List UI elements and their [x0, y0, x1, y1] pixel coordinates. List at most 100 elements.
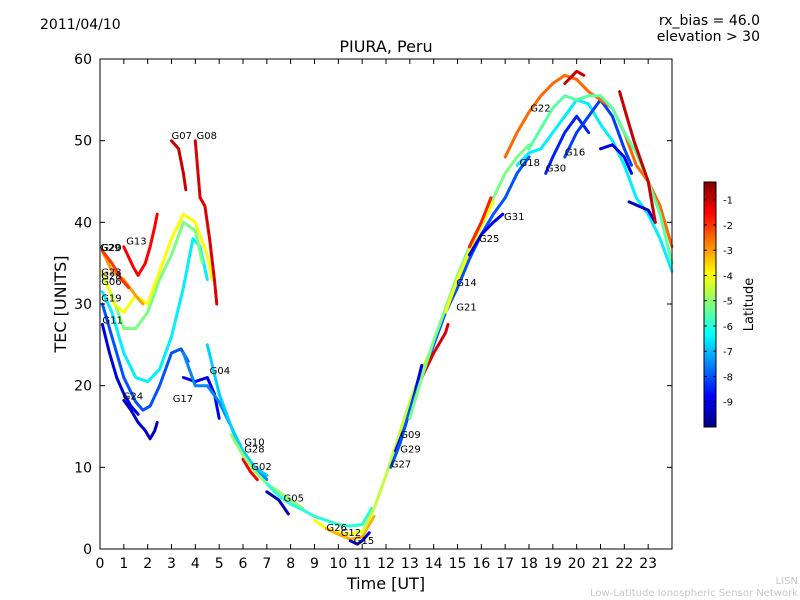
series-g22c — [527, 94, 674, 265]
x-tick-label: 22 — [615, 556, 633, 572]
x-tick-label: 2 — [143, 556, 152, 572]
series-g06 — [100, 237, 209, 384]
x-tick-label: 10 — [329, 556, 347, 572]
y-axis-label: TEC [UNITS] — [51, 256, 70, 354]
colorbar-tick-label: -8 — [723, 372, 733, 383]
satellite-label: G19 — [101, 294, 121, 305]
series-g10 — [205, 343, 269, 477]
series-g13 — [122, 212, 159, 277]
x-tick-label: 18 — [520, 556, 538, 572]
series-g31 — [467, 212, 505, 257]
colorbar-tick-label: -2 — [723, 221, 733, 232]
x-tick-label: 20 — [568, 556, 586, 572]
y-tick-label: 50 — [74, 134, 92, 150]
series-g18 — [515, 98, 674, 273]
satellite-label: G22 — [530, 103, 550, 114]
date-label: 2011/04/10 — [40, 17, 121, 33]
x-tick-label: 17 — [496, 556, 514, 572]
series-g24 — [122, 398, 159, 441]
y-tick-label: 60 — [74, 52, 92, 68]
x-tick-label: 12 — [377, 556, 395, 572]
satellite-label: G13 — [126, 236, 146, 247]
x-tick-label: 19 — [544, 556, 562, 572]
series-g05 — [265, 482, 374, 528]
x-tick-label: 0 — [96, 556, 105, 572]
x-tick-label: 11 — [353, 556, 371, 572]
colorbar-tick-label: -9 — [723, 398, 733, 409]
series-g22b — [563, 69, 586, 85]
series-g30 — [544, 114, 591, 175]
satellite-label: G06 — [101, 277, 121, 288]
series-g23 — [100, 220, 204, 330]
colorbar-tick-label: -4 — [723, 271, 733, 282]
series-g05b — [265, 490, 290, 516]
colorbar-bar — [703, 181, 717, 428]
series-g15 — [348, 531, 371, 546]
x-tick-label: 23 — [639, 556, 657, 572]
satellite-label: G24 — [123, 392, 143, 403]
satellite-label: G31 — [504, 212, 524, 223]
series-g29 — [100, 249, 131, 290]
series-g14b — [467, 196, 493, 249]
satellite-label: G25 — [479, 234, 499, 245]
satellite-label: G23 — [101, 267, 121, 278]
elevation-label: elevation > 30 — [656, 29, 760, 45]
colorbar-tick-label: -1 — [723, 196, 733, 207]
satellite-label: G05 — [284, 494, 304, 505]
x-tick-label: 3 — [167, 556, 176, 572]
x-tick-label: 16 — [472, 556, 490, 572]
satellite-label: G29 — [400, 445, 420, 456]
x-tick-label: 13 — [401, 556, 419, 572]
chart-title: PIURA, Peru — [339, 37, 433, 56]
satellite-label: G14 — [456, 278, 476, 289]
y-tick-label: 20 — [74, 379, 92, 395]
series-g20 — [100, 249, 145, 306]
satellite-label: G02 — [251, 462, 271, 473]
series-g29b — [389, 155, 531, 469]
satellite-label: G26 — [326, 523, 346, 534]
x-tick-label: 5 — [215, 556, 224, 572]
y-axis: 0 10 20 30 40 50 60 — [74, 52, 672, 558]
colorbar-tick-label: -3 — [723, 246, 733, 257]
series-g11 — [100, 322, 140, 416]
x-tick-label: 15 — [449, 556, 467, 572]
x-tick-label: 1 — [119, 556, 128, 572]
satellite-label: G11 — [102, 316, 122, 327]
series-layer — [100, 69, 674, 546]
satellite-label: G04 — [210, 366, 230, 377]
x-axis-label: Time [UT] — [346, 574, 425, 593]
x-tick-label: 4 — [191, 556, 200, 572]
satellite-label: G28 — [101, 272, 121, 283]
y-tick-label: 10 — [74, 460, 92, 476]
series-g22e — [618, 90, 657, 224]
x-tick-label: 8 — [286, 556, 295, 572]
satellite-label: G21 — [456, 303, 476, 314]
series-g25 — [444, 200, 495, 314]
credit-lisn: LISN — [775, 576, 798, 587]
satellite-label: G10 — [244, 437, 264, 448]
satellite-label: G16 — [565, 147, 585, 158]
colorbar-tick-label: -6 — [723, 322, 733, 333]
satellite-label: G28 — [244, 445, 264, 456]
y-tick-label: 0 — [83, 542, 92, 558]
satellite-label: G27 — [391, 459, 411, 470]
satellite-label: G09 — [400, 430, 420, 441]
x-tick-label: 21 — [592, 556, 610, 572]
credit-network: Low-Latitude Ionospheric Sensor Network — [590, 588, 798, 599]
series-g28 — [100, 212, 214, 314]
x-tick-label: 7 — [262, 556, 271, 572]
series-g19 — [100, 302, 190, 412]
series-g22 — [503, 73, 674, 249]
series-g08 — [193, 139, 219, 306]
series-g02 — [241, 457, 259, 482]
x-tick-label: 6 — [239, 556, 248, 572]
satellite-label: G29 — [100, 243, 120, 254]
y-tick-label: 30 — [74, 297, 92, 313]
satellite-label: G08 — [197, 131, 217, 142]
series-g07 — [170, 139, 188, 192]
series-g12 — [324, 514, 376, 541]
satellite-label: G18 — [520, 158, 540, 169]
x-tick-label: 9 — [310, 556, 319, 572]
